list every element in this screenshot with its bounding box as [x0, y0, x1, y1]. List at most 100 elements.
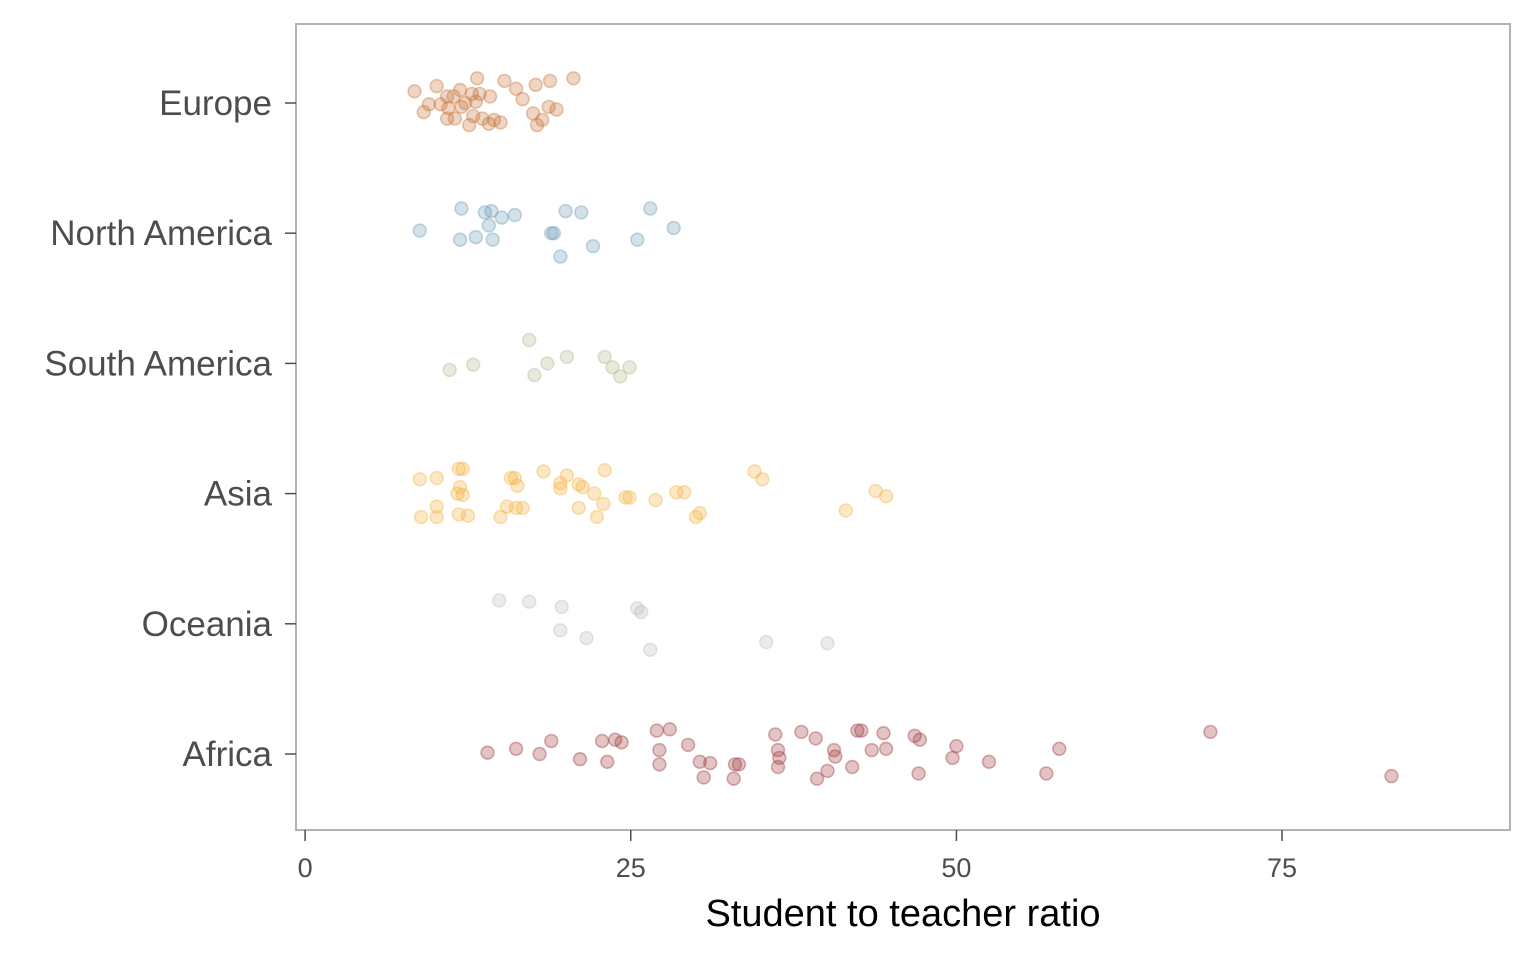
- point-north-america-13: [485, 232, 500, 247]
- point-oceania-8: [820, 636, 835, 651]
- point-south-america-4: [540, 356, 555, 371]
- point-asia-34: [508, 500, 524, 516]
- point-asia-7: [559, 468, 575, 483]
- y-tick-label-oceania: Oceania: [142, 605, 273, 644]
- point-europe-6: [528, 77, 543, 93]
- point-south-america-3: [466, 357, 481, 372]
- point-europe-7: [542, 73, 558, 89]
- point-north-america-1: [454, 201, 469, 216]
- point-africa-22: [772, 750, 787, 766]
- point-africa-34: [876, 725, 891, 741]
- point-asia-32: [499, 499, 515, 514]
- point-africa-31: [850, 723, 865, 738]
- point-south-america-6: [527, 367, 542, 383]
- point-europe-29: [493, 115, 508, 130]
- point-asia-26: [450, 486, 465, 501]
- y-tick-label-asia: Asia: [204, 475, 273, 514]
- point-africa-37: [912, 732, 928, 747]
- point-africa-15: [702, 755, 718, 771]
- point-africa-14: [692, 754, 707, 769]
- series-asia: [412, 461, 894, 525]
- series-europe: [407, 71, 581, 133]
- point-europe-9: [421, 97, 437, 112]
- point-asia-24: [868, 483, 883, 499]
- series-south-america: [442, 332, 637, 384]
- point-north-america-11: [452, 232, 468, 247]
- point-africa-5: [607, 732, 623, 747]
- point-north-america-3: [484, 203, 499, 219]
- x-axis: 0 25 50 75: [298, 830, 1297, 883]
- point-north-america-14: [544, 226, 559, 241]
- point-asia-28: [429, 499, 444, 514]
- point-africa-43: [1052, 741, 1067, 756]
- point-north-america-15: [546, 226, 562, 241]
- point-europe-34: [454, 99, 469, 115]
- point-africa-36: [907, 728, 922, 743]
- point-europe-0: [407, 84, 422, 99]
- point-africa-8: [600, 754, 615, 769]
- point-asia-23: [676, 485, 692, 500]
- point-africa-26: [809, 771, 825, 786]
- point-europe-8: [566, 71, 581, 86]
- point-asia-14: [553, 476, 568, 491]
- point-africa-30: [844, 759, 860, 775]
- point-europe-27: [481, 116, 496, 132]
- point-europe-21: [549, 102, 564, 117]
- point-africa-38: [911, 766, 926, 781]
- point-asia-30: [451, 507, 466, 522]
- point-europe-31: [529, 117, 545, 133]
- point-africa-19: [731, 757, 747, 772]
- point-north-america-12: [468, 229, 483, 245]
- point-europe-20: [541, 99, 556, 115]
- point-north-america-6: [558, 203, 573, 219]
- point-africa-11: [652, 742, 667, 758]
- y-tick-label-south-america: South America: [44, 344, 272, 383]
- point-north-america-16: [585, 239, 601, 254]
- point-africa-7: [572, 751, 588, 767]
- x-axis-title: Student to teacher ratio: [705, 893, 1100, 935]
- point-europe-14: [468, 94, 483, 109]
- point-africa-2: [532, 746, 547, 762]
- point-asia-9: [747, 464, 762, 479]
- series-oceania: [492, 593, 835, 657]
- point-europe-16: [464, 86, 479, 102]
- point-asia-41: [838, 503, 853, 518]
- point-europe-24: [447, 111, 463, 126]
- y-tick-label-europe: Europe: [159, 84, 272, 123]
- point-south-america-2: [597, 349, 612, 365]
- point-south-america-1: [559, 349, 575, 365]
- series-africa: [480, 722, 1399, 786]
- point-oceania-4: [633, 604, 649, 620]
- point-europe-11: [439, 89, 455, 104]
- point-africa-17: [726, 771, 741, 786]
- point-oceania-0: [492, 593, 507, 608]
- point-asia-22: [669, 485, 684, 500]
- point-north-america-18: [553, 249, 568, 264]
- point-south-america-9: [613, 369, 628, 384]
- point-asia-3: [455, 461, 470, 477]
- point-asia-15: [553, 481, 568, 496]
- point-asia-2: [451, 461, 466, 477]
- point-asia-37: [589, 509, 605, 525]
- point-europe-26: [475, 111, 490, 126]
- point-europe-18: [515, 91, 530, 107]
- point-europe-13: [458, 95, 473, 111]
- point-asia-25: [878, 489, 894, 504]
- x-tick-label-25: 25: [616, 853, 646, 883]
- point-africa-12: [680, 737, 696, 753]
- point-africa-20: [768, 727, 783, 742]
- points-layer: [407, 71, 1399, 786]
- y-axis: Europe North America South America Asia Ocea…: [44, 84, 296, 774]
- point-north-america-5: [507, 207, 522, 223]
- point-asia-21: [648, 492, 663, 508]
- point-africa-41: [981, 754, 997, 769]
- point-europe-22: [416, 104, 431, 120]
- series-north-america: [412, 201, 681, 264]
- point-asia-39: [688, 509, 704, 525]
- point-north-america-17: [630, 232, 645, 247]
- point-europe-23: [439, 111, 455, 126]
- point-south-america-8: [622, 360, 637, 375]
- point-europe-5: [508, 81, 524, 96]
- point-africa-44: [1203, 724, 1218, 740]
- point-europe-19: [525, 106, 541, 121]
